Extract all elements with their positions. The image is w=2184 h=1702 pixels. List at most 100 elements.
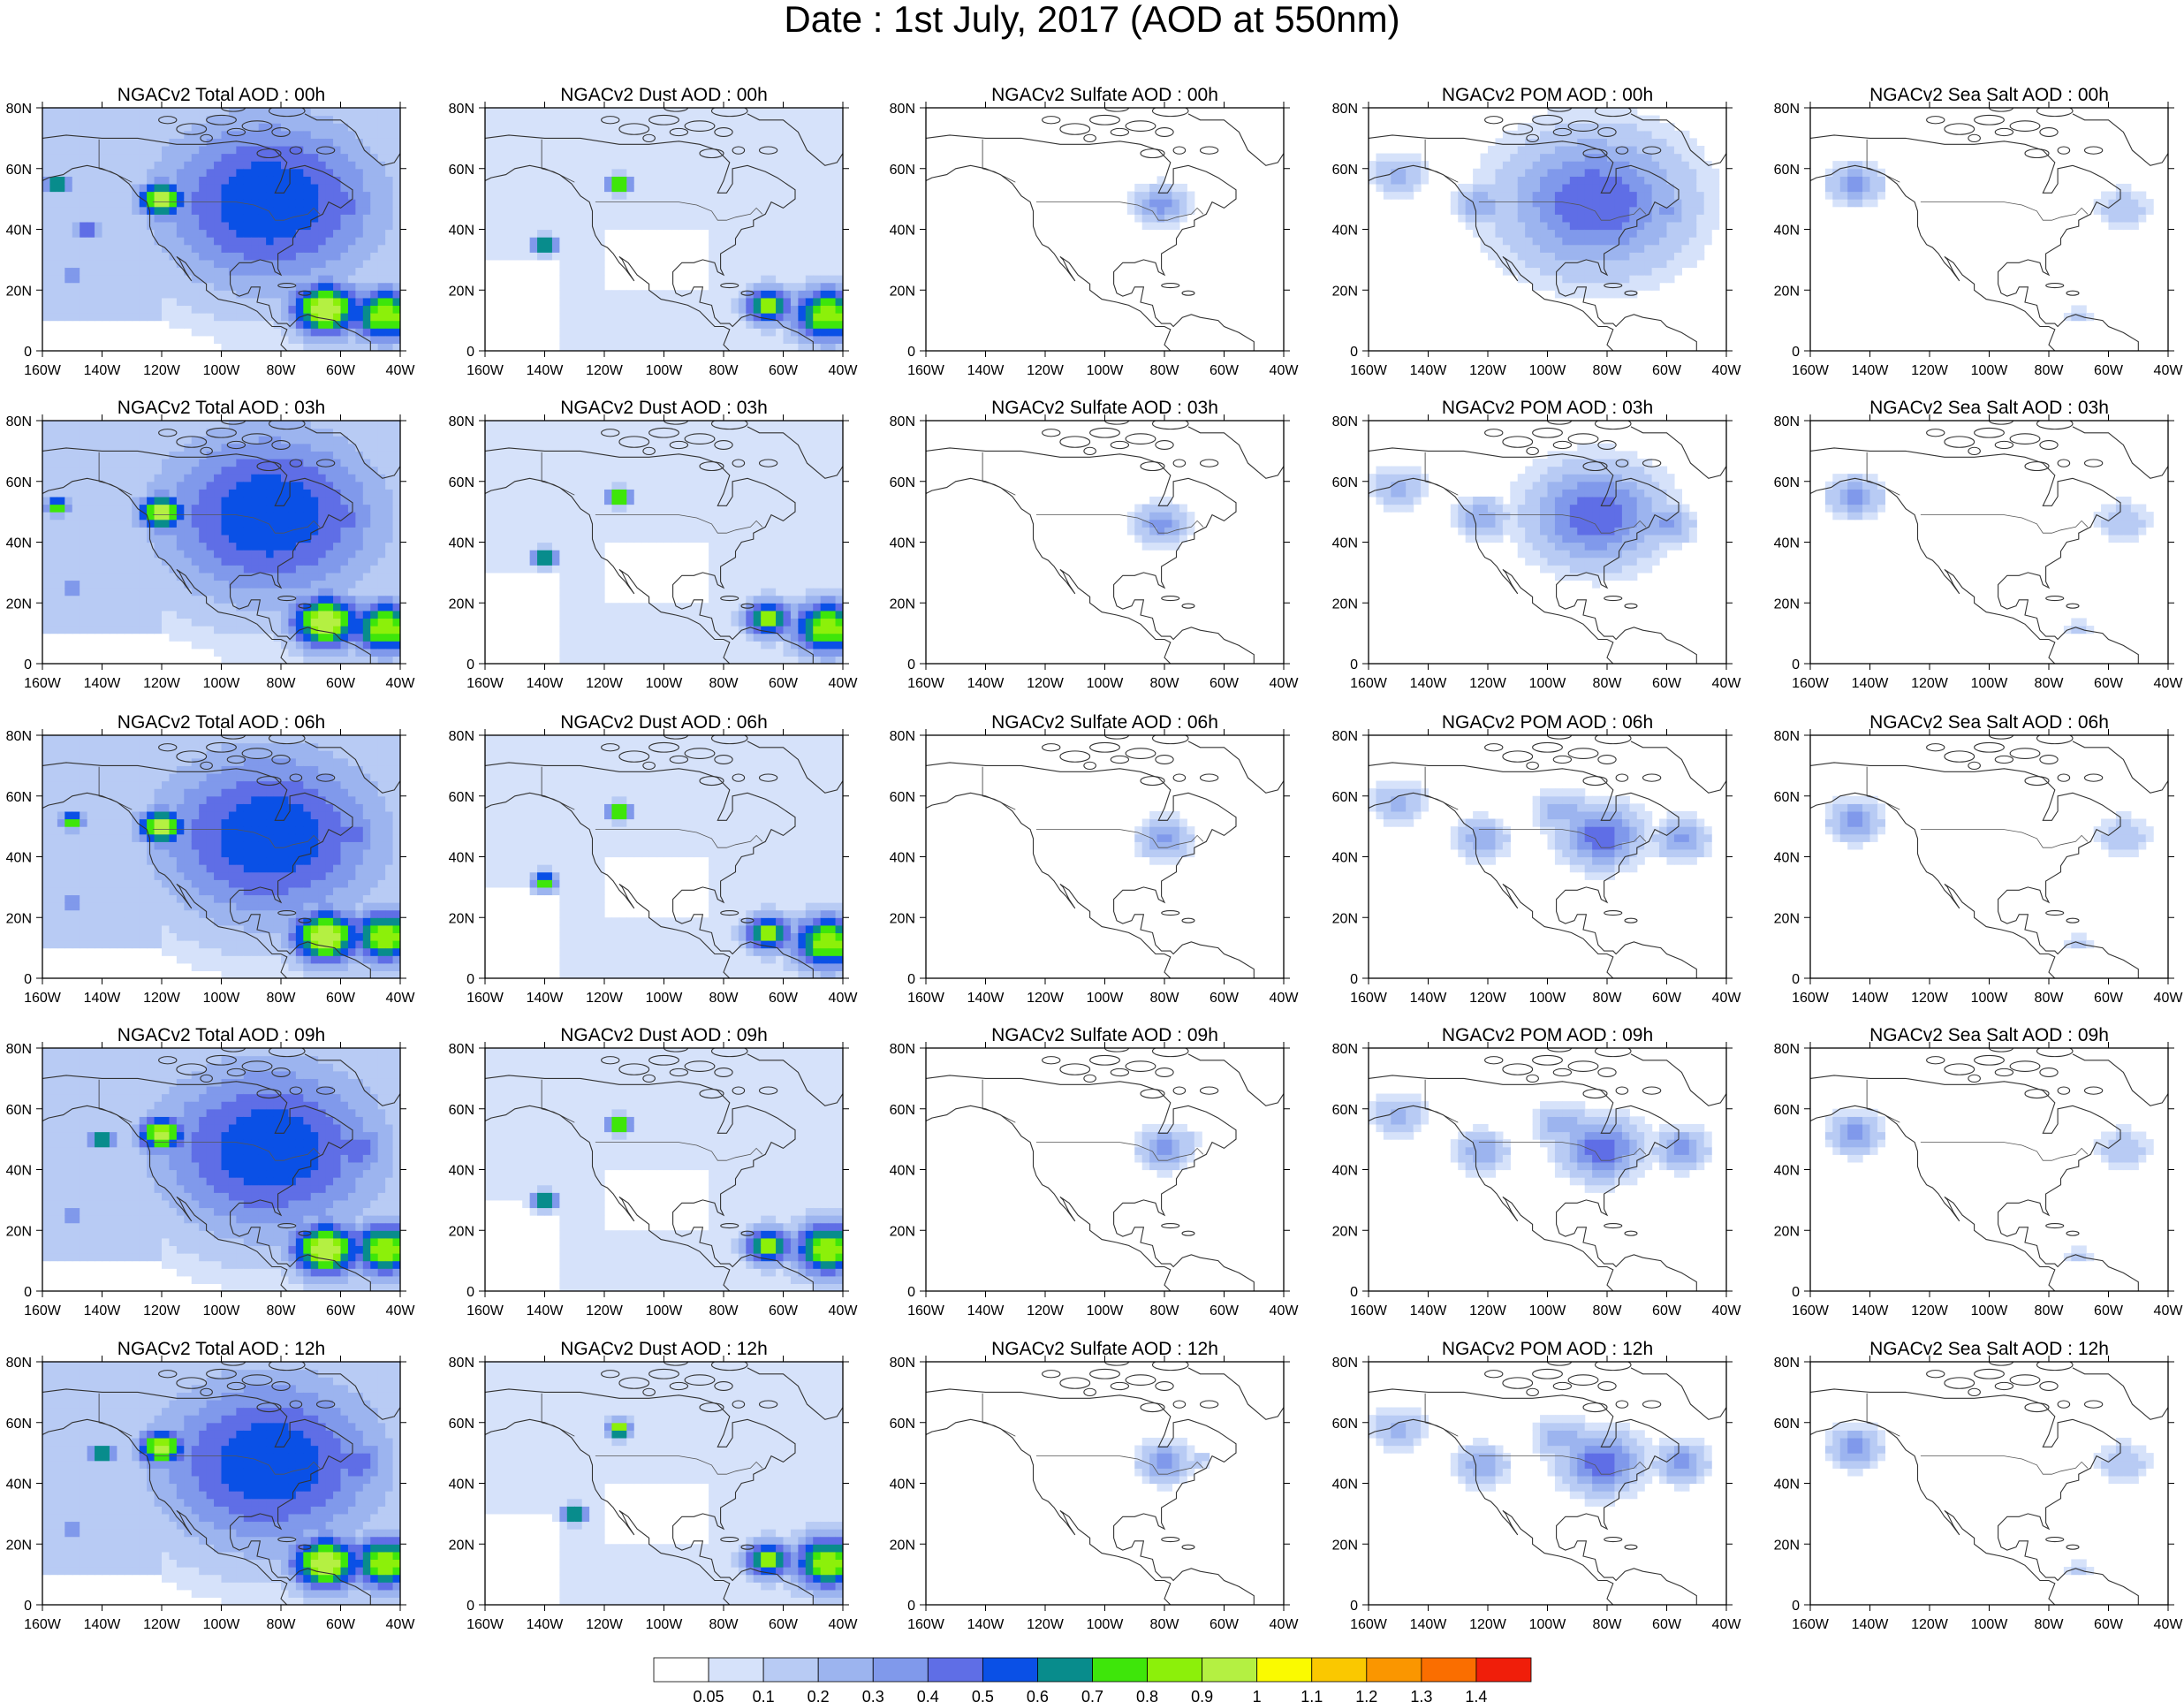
- coastlines: [42, 1362, 400, 1605]
- x-tick-label: 100W: [1971, 1303, 2009, 1318]
- panel-title: NGACv2 Sulfate AOD : 03h: [991, 398, 1218, 418]
- x-tick-label: 140W: [967, 1303, 1005, 1318]
- y-tick-label: 20N: [6, 1224, 32, 1239]
- x-tick-label: 40W: [2154, 676, 2184, 691]
- y-tick-label: 0: [466, 1599, 474, 1614]
- aod-field: [1824, 1108, 2154, 1262]
- panel-title: NGACv2 Sulfate AOD : 12h: [991, 1339, 1218, 1359]
- x-tick-label: 120W: [1911, 363, 1949, 378]
- y-tick-label: 0: [907, 657, 915, 672]
- aod-field: [1824, 1422, 2154, 1576]
- x-tick-label: 40W: [829, 676, 859, 691]
- y-tick-label: 20N: [890, 911, 915, 926]
- y-tick-label: 60N: [890, 475, 915, 490]
- y-tick-label: 20N: [449, 596, 474, 612]
- x-tick-label: 140W: [967, 1617, 1005, 1632]
- y-tick-label: 40N: [449, 224, 474, 239]
- x-tick-label: 160W: [24, 1617, 62, 1632]
- coastlines: [42, 421, 400, 664]
- aod-field: [485, 108, 843, 351]
- y-tick-label: 80N: [890, 414, 915, 429]
- x-tick-label: 80W: [267, 991, 297, 1006]
- map-panel-total-12h: NGACv2 Total AOD : 12h 160W 140W 120W 100W 80…: [6, 1339, 416, 1632]
- x-tick-label: 160W: [907, 1617, 945, 1632]
- x-tick-label: 120W: [143, 991, 181, 1006]
- x-tick-label: 160W: [1792, 1303, 1830, 1318]
- x-tick-label: 40W: [1270, 363, 1300, 378]
- map-area: 160W 140W 120W 100W 80W 60W 40W 0 20N 40N 60N 80N: [890, 1042, 1300, 1318]
- map-area: 160W 140W 120W 100W 80W 60W 40W 0 20N 40N 60N 80N: [6, 1356, 415, 1632]
- panel-title: NGACv2 Sulfate AOD : 09h: [991, 1025, 1218, 1045]
- x-tick-label: 60W: [1210, 991, 1240, 1006]
- y-tick-label: 0: [24, 657, 32, 672]
- y-tick-label: 40N: [890, 536, 915, 551]
- x-tick-label: 100W: [203, 991, 241, 1006]
- y-tick-label: 40N: [6, 1478, 32, 1493]
- axis-ticks: 160W 140W 120W 100W 80W 60W 40W 0 20N 40N 60N 80N: [890, 1042, 1300, 1318]
- y-tick-label: 80N: [6, 102, 32, 117]
- y-tick-label: 20N: [1332, 596, 1358, 612]
- x-tick-label: 140W: [84, 676, 122, 691]
- x-tick-label: 40W: [1712, 1617, 1742, 1632]
- x-tick-label: 140W: [1852, 676, 1890, 691]
- map-panel-sea-salt-09h: NGACv2 Sea Salt AOD : 09h 160W 140W 120W 100…: [1774, 1025, 2184, 1318]
- aod-field: [1369, 443, 1697, 589]
- y-tick-label: 40N: [1332, 1478, 1358, 1493]
- x-tick-label: 60W: [1210, 676, 1240, 691]
- x-tick-label: 100W: [1529, 1617, 1567, 1632]
- x-tick-label: 140W: [84, 363, 122, 378]
- coastlines: [1369, 1362, 1726, 1605]
- x-tick-label: 140W: [1410, 991, 1448, 1006]
- x-tick-label: 80W: [709, 676, 739, 691]
- axis-ticks: 160W 140W 120W 100W 80W 60W 40W 0 20N 40N 60N 80N: [449, 414, 859, 691]
- coastlines: [42, 1048, 400, 1291]
- y-tick-label: 60N: [6, 790, 32, 805]
- x-tick-label: 160W: [1350, 1617, 1388, 1632]
- x-tick-label: 160W: [1792, 676, 1830, 691]
- y-tick-label: 80N: [1774, 102, 1800, 117]
- y-tick-label: 40N: [1332, 851, 1358, 866]
- x-tick-label: 120W: [143, 1617, 181, 1632]
- x-tick-label: 60W: [1652, 1617, 1682, 1632]
- map-panel-pom-00h: NGACv2 POM AOD : 00h 160W 140W 120W 100W 80W 6…: [1332, 85, 1742, 378]
- panel-title: NGACv2 POM AOD : 09h: [1442, 1025, 1653, 1045]
- y-tick-label: 0: [907, 1599, 915, 1614]
- coastlines: [1810, 1362, 2168, 1605]
- map-panel-total-09h: NGACv2 Total AOD : 09h 160W 140W 120W 100W 80…: [6, 1025, 416, 1318]
- axis-ticks: 160W 140W 120W 100W 80W 60W 40W 0 20N 40N 60N 80N: [6, 729, 415, 1006]
- y-tick-label: 60N: [890, 1417, 915, 1432]
- x-tick-label: 160W: [1350, 676, 1388, 691]
- x-tick-label: 160W: [1350, 991, 1388, 1006]
- aod-field: [1126, 176, 1195, 231]
- y-tick-label: 80N: [449, 102, 474, 117]
- y-tick-label: 60N: [890, 163, 915, 178]
- panel-title: NGACv2 Total AOD : 06h: [118, 712, 325, 733]
- x-tick-label: 140W: [84, 991, 122, 1006]
- x-tick-label: 160W: [1350, 363, 1388, 378]
- aod-field: [1134, 810, 1195, 865]
- coastlines: [485, 1048, 843, 1291]
- y-tick-label: 40N: [449, 1478, 474, 1493]
- x-tick-label: 80W: [1150, 1303, 1180, 1318]
- axis-ticks: 160W 140W 120W 100W 80W 60W 40W 0 20N 40N 60N 80N: [890, 102, 1300, 378]
- x-tick-label: 40W: [1270, 1617, 1300, 1632]
- x-tick-label: 100W: [1971, 991, 2009, 1006]
- x-tick-label: 60W: [1652, 676, 1682, 691]
- aod-field: [1134, 1437, 1210, 1492]
- x-tick-label: 60W: [2094, 991, 2124, 1006]
- coastlines: [1369, 108, 1726, 351]
- x-tick-label: 40W: [1270, 1303, 1300, 1318]
- y-tick-label: 80N: [1332, 1356, 1358, 1371]
- x-tick-label: 160W: [24, 676, 62, 691]
- x-tick-label: 100W: [203, 1617, 241, 1632]
- y-tick-label: 80N: [1332, 729, 1358, 744]
- axis-ticks: 160W 140W 120W 100W 80W 60W 40W 0 20N 40N 60N 80N: [1332, 729, 1741, 1006]
- x-tick-label: 40W: [829, 363, 859, 378]
- y-tick-label: 0: [24, 1285, 32, 1300]
- y-tick-label: 40N: [1774, 1164, 1800, 1179]
- panel-title: NGACv2 Sea Salt AOD : 09h: [1869, 1025, 2109, 1045]
- x-tick-label: 100W: [646, 676, 684, 691]
- axis-ticks: 160W 140W 120W 100W 80W 60W 40W 0 20N 40N 60N 80N: [1774, 414, 2184, 691]
- aod-field: [42, 1362, 400, 1605]
- panel-title: NGACv2 Total AOD : 03h: [118, 398, 325, 418]
